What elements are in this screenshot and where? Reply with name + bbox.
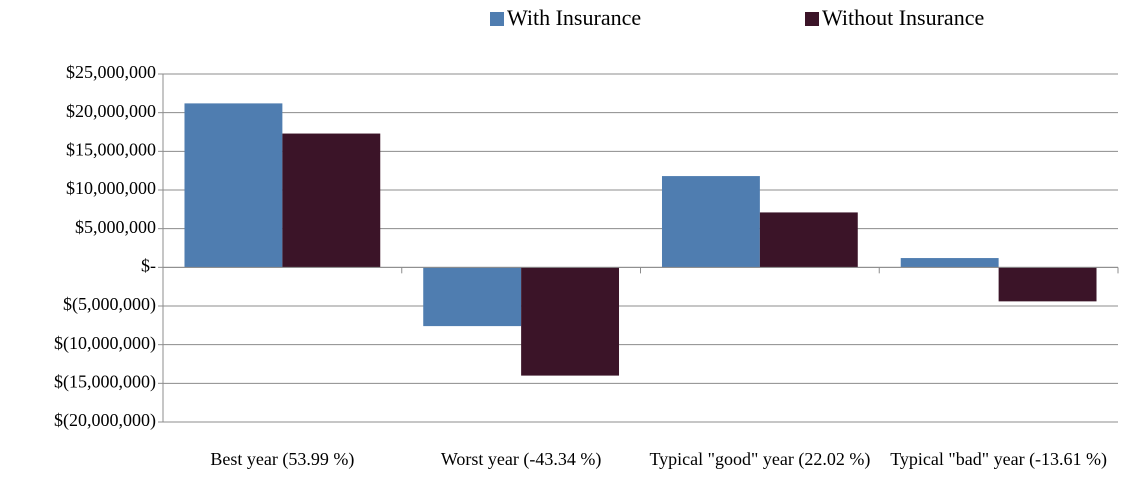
legend-label: Without Insurance <box>822 5 984 30</box>
bar <box>184 103 283 268</box>
bar <box>998 267 1097 302</box>
y-tick-label: $5,000,000 <box>75 217 156 237</box>
y-tick-label: $(20,000,000) <box>54 410 156 431</box>
y-tick-label: $20,000,000 <box>66 101 156 121</box>
y-tick-label: $- <box>141 255 156 275</box>
x-tick-label: Typical "bad" year (-13.61 %) <box>890 449 1108 469</box>
bar <box>282 133 381 268</box>
bar <box>521 267 620 376</box>
y-tick-label: $(15,000,000) <box>54 371 156 392</box>
x-tick-label: Worst year (-43.34 %) <box>440 449 602 469</box>
y-tick-label: $(5,000,000) <box>63 294 156 315</box>
legend-swatch <box>490 12 504 26</box>
legend-swatch <box>805 12 819 26</box>
y-tick-label: $25,000,000 <box>66 62 156 82</box>
x-tick-label: Typical "good" year (22.02 %) <box>649 449 871 469</box>
y-tick-label: $15,000,000 <box>66 139 156 159</box>
y-tick-label: $10,000,000 <box>66 178 156 198</box>
bar <box>900 258 999 268</box>
bar <box>423 267 522 327</box>
bar <box>661 176 760 268</box>
bar <box>759 212 858 268</box>
y-tick-label: $(10,000,000) <box>54 333 156 354</box>
legend-label: With Insurance <box>507 5 641 30</box>
x-tick-label: Best year (53.99 %) <box>210 449 355 469</box>
